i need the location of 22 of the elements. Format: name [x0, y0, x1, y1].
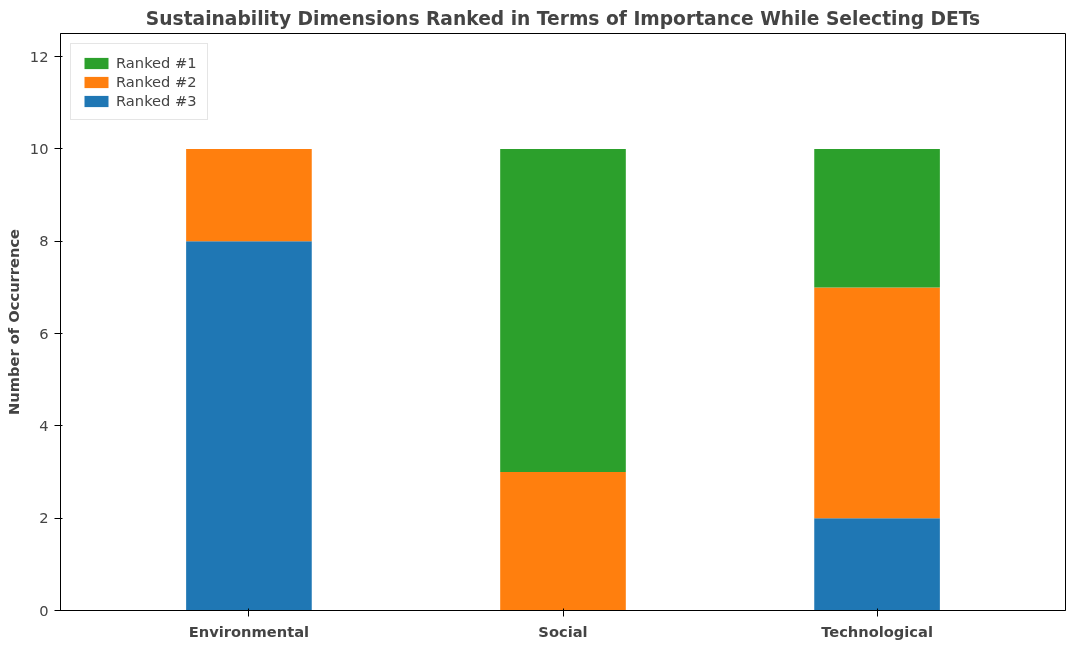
- legend-label: Ranked #1: [116, 54, 197, 71]
- bar: [814, 518, 940, 611]
- x-tick-label: Technological: [821, 622, 933, 640]
- bar: [186, 148, 312, 242]
- chart-title: Sustainability Dimensions Ranked in Terms of Importance While Selecting DETs: [145, 7, 981, 29]
- y-tick-label: 0: [39, 601, 49, 619]
- legend-label: Ranked #3: [116, 92, 197, 109]
- y-tick-label: 8: [39, 232, 49, 250]
- bar: [500, 148, 626, 473]
- x-tick-label: Environmental: [188, 622, 310, 640]
- y-tick-label: 2: [39, 509, 49, 527]
- y-tick-label: 12: [29, 47, 49, 65]
- y-tick-label: 4: [39, 416, 49, 434]
- bar: [500, 472, 626, 611]
- bar: [186, 241, 312, 611]
- y-tick-label: 6: [39, 324, 49, 342]
- legend-label: Ranked #2: [116, 73, 197, 90]
- bar: [814, 148, 940, 288]
- x-tick-label: Social: [538, 622, 588, 640]
- y-axis-title: Number of Occurrence: [4, 228, 22, 415]
- bar: [814, 287, 940, 519]
- y-tick-label: 10: [29, 139, 49, 157]
